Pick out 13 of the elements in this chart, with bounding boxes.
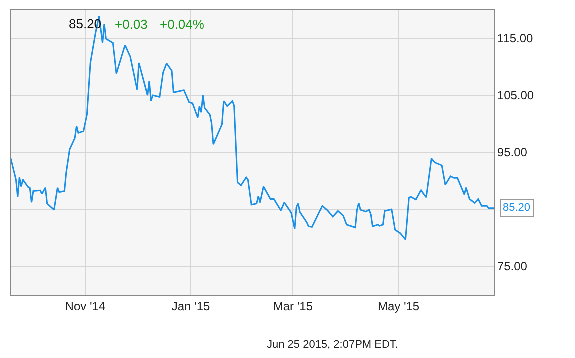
annotation: +0.03 bbox=[115, 17, 148, 32]
text: Jun 25 2015, 2:07PM EDT. bbox=[267, 339, 398, 351]
x-tick-label: Mar '15 bbox=[273, 299, 314, 314]
x-tick-label: May '15 bbox=[378, 299, 420, 314]
annotation: 85.20 bbox=[503, 202, 531, 214]
y-tick-label: 75.00 bbox=[497, 260, 528, 274]
y-tick-label: 115.00 bbox=[497, 32, 534, 46]
y-tick-label: 105.00 bbox=[497, 88, 534, 103]
y-tick-label: 95.00 bbox=[497, 146, 528, 160]
x-tick-label: Nov '14 bbox=[65, 299, 106, 314]
line-series bbox=[11, 16, 494, 240]
annotation: +0.04% bbox=[160, 17, 205, 32]
x-tick-label: Jan '15 bbox=[172, 299, 211, 314]
